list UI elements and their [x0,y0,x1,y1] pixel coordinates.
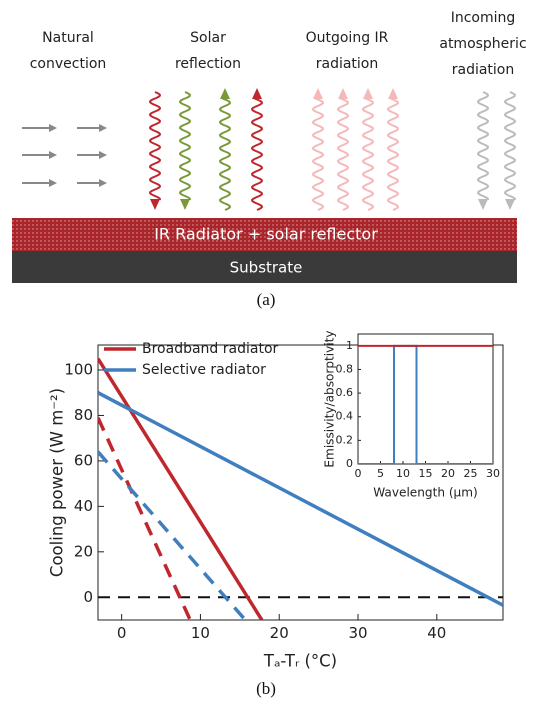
arrow-head [150,199,160,210]
arrow-head [252,88,262,99]
diagram-label: Natural [42,30,94,46]
layer-label: IR Radiator + solar reflector [154,225,378,244]
y-tick-label: 1 [346,339,353,352]
arrow-head [99,151,107,159]
caption: (a) [257,290,276,309]
legend-label: Broadband radiator [142,341,279,357]
x-tick-label: 10 [396,467,410,480]
radiation-arrow [476,91,490,201]
legend-label: Selective radiator [142,362,266,378]
y-tick-label: 0 [346,457,353,470]
arrow-head [220,88,230,99]
diagram-label: convection [30,56,107,72]
x-tick-label: 20 [270,624,289,642]
arrow-head [99,124,107,132]
diagram: IR Radiator + solar reflector Substrate … [12,218,517,309]
y-tick-label: 0.2 [336,433,354,446]
data-line [98,357,264,620]
radiation-arrow [311,97,325,211]
substrate-layer [12,251,517,283]
data-line [98,417,192,620]
chart: 0 5 10 15 20 25 30 0 0.2 0.4 0.6 0.8 1 Wavelength (μm… [323,330,501,499]
x-tick-label: 0 [355,467,362,480]
y-tick-label: 80 [74,406,93,424]
arrow-head [180,199,190,210]
arrow-head [505,199,515,210]
arrow-head [49,179,57,187]
arrow-head [338,88,348,99]
x-tick-label: 30 [486,467,500,480]
y-tick-label: 0.4 [336,410,354,423]
x-axis-label: Tₐ-Tᵣ (°C) [263,652,337,671]
radiation-arrow [178,91,192,201]
y-tick-label: 0 [83,588,93,606]
arrow-head [363,88,373,99]
y-tick-label: 40 [74,497,93,515]
x-tick-label: 40 [427,624,446,642]
y-tick-label: 20 [74,542,93,560]
diagram-label: atmospheric [439,36,526,52]
y-tick-label: 60 [74,451,93,469]
diagram-label: radiation [316,56,379,72]
radiation-arrow [218,97,232,211]
radiation-arrow [503,91,517,201]
radiation-arrow [148,91,162,201]
x-tick-label: 20 [441,467,455,480]
radiator-layer [12,218,517,251]
diagram-label: Outgoing IR [306,30,389,46]
arrow-head [313,88,323,99]
y-tick-label: 0.6 [336,386,354,399]
arrow-head [478,199,488,210]
arrow-head [388,88,398,99]
diagram-label: Solar [190,30,226,46]
diagram-label: Incoming [451,10,516,26]
data-line [98,450,247,620]
x-tick-label: 0 [117,624,127,642]
substrate-label: Substrate [230,259,303,277]
y-tick-label: 0.8 [336,362,354,375]
x-tick-label: 25 [464,467,478,480]
arrow-head [99,179,107,187]
y-axis-label: Cooling power (W m⁻²) [48,388,67,577]
diagram-label: radiation [452,62,515,78]
caption: (b) [256,679,276,698]
y-tick-label: 100 [64,361,93,379]
arrow-head [49,124,57,132]
data-line [98,391,503,607]
x-tick-label: 10 [191,624,210,642]
radiation-arrow [250,97,264,211]
x-tick-label: 15 [419,467,433,480]
plot-area [357,333,494,465]
arrow-head [49,151,57,159]
x-tick-label: 30 [348,624,367,642]
radiation-arrow [336,97,350,211]
diagram-label: reflection [175,56,241,72]
radiation-arrow [386,97,400,211]
x-tick-label: 5 [377,467,384,480]
x-axis-label: Wavelength (μm) [373,486,478,500]
y-axis-label: Emissivity/absorptivity [323,330,337,467]
radiation-arrow [361,97,375,211]
